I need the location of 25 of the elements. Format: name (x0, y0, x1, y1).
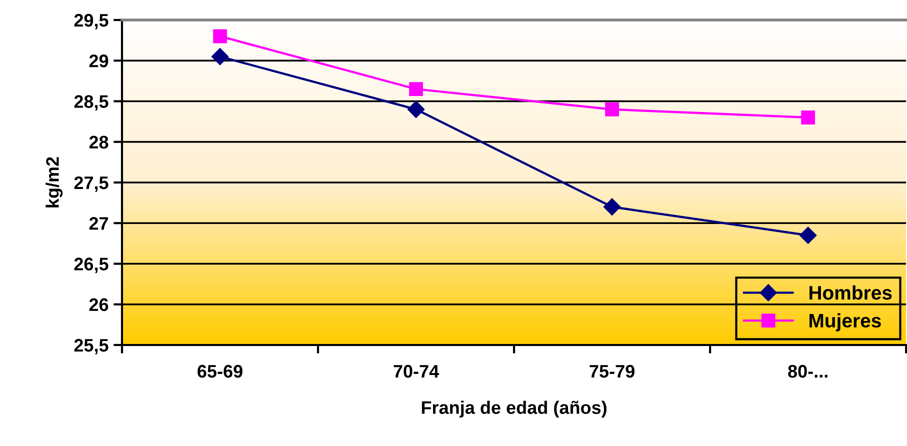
x-tick-label: 75-79 (590, 364, 634, 378)
point (604, 198, 621, 216)
y-tick-label: 25,5 (74, 338, 108, 354)
point (213, 29, 227, 44)
y-tick-label: 26 (89, 298, 108, 312)
point (800, 226, 817, 244)
x-tick-label: 70-74 (394, 364, 440, 378)
y-tick-label: 26,5 (74, 258, 108, 274)
point (409, 82, 423, 96)
x-axis-title: Franja de edad (años) (422, 400, 606, 418)
x-tick-label: 65-69 (198, 364, 242, 378)
legend-label: Hombres (810, 285, 892, 300)
y-tick-label: 29 (89, 54, 108, 68)
y-tick-label: 28,5 (74, 95, 108, 111)
point (211, 48, 229, 66)
y-axis-title: kg/m2 (46, 157, 63, 208)
y-tick-label: 29,5 (74, 14, 108, 30)
y-tick-label: 27,5 (74, 176, 108, 192)
legend-label: Mujeres (810, 313, 881, 332)
point (407, 100, 425, 118)
y-tick-label: 28 (89, 136, 108, 149)
x-tick-label: 80-... (788, 364, 828, 378)
y-tick-label: 27 (89, 217, 108, 230)
point (605, 102, 620, 116)
point (801, 110, 816, 124)
